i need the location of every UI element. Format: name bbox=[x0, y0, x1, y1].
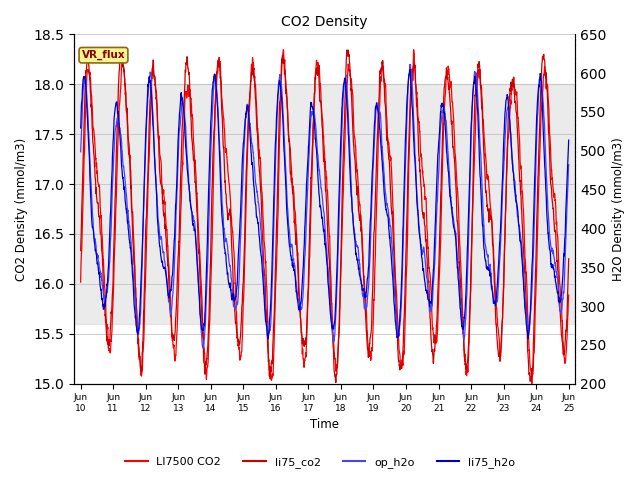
Y-axis label: CO2 Density (mmol/m3): CO2 Density (mmol/m3) bbox=[15, 137, 28, 281]
Text: VR_flux: VR_flux bbox=[82, 50, 125, 60]
X-axis label: Time: Time bbox=[310, 419, 339, 432]
Bar bbox=[74, 84, 575, 324]
Y-axis label: H2O Density (mmol/m3): H2O Density (mmol/m3) bbox=[612, 137, 625, 281]
Title: CO2 Density: CO2 Density bbox=[282, 15, 368, 29]
Legend: LI7500 CO2, li75_co2, op_h2o, li75_h2o: LI7500 CO2, li75_co2, op_h2o, li75_h2o bbox=[121, 452, 519, 472]
